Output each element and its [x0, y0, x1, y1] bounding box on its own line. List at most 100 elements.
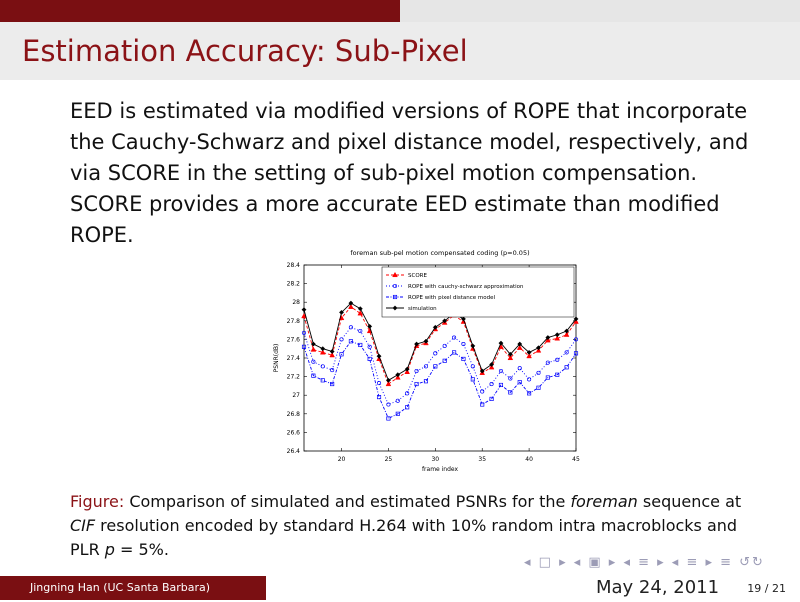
series-1-point — [310, 346, 317, 352]
series-2-point — [452, 335, 457, 340]
series-2-point — [536, 370, 541, 375]
y-tick-label: 28.4 — [287, 262, 301, 269]
series-1-point — [319, 349, 326, 355]
y-tick-label: 27.4 — [287, 355, 301, 362]
x-axis-label: frame index — [422, 466, 459, 473]
series-3-point — [367, 356, 372, 361]
caption-text-4: CIF — [70, 516, 96, 535]
series-2-point — [517, 366, 522, 371]
series-2-point — [330, 368, 335, 373]
series-2-point — [498, 368, 504, 374]
y-tick-label: 28 — [292, 299, 300, 306]
caption-text-3: sequence at — [637, 492, 742, 511]
figure-caption: Figure: Comparison of simulated and esti… — [70, 490, 770, 562]
series-1-point — [507, 354, 514, 361]
series-4-point — [479, 368, 485, 374]
series-2-point — [395, 398, 400, 403]
series-3-point — [489, 396, 494, 401]
y-axis-label: PSNR(dB) — [273, 344, 280, 373]
series-1-point — [516, 344, 523, 350]
series-4-point — [404, 366, 410, 372]
series-3-point — [573, 351, 579, 356]
x-tick-label: 40 — [525, 456, 533, 463]
series-4-point — [507, 351, 513, 357]
series-3-point — [527, 391, 532, 396]
series-1-point — [348, 303, 354, 309]
series-3-point — [433, 364, 438, 369]
series-2-point — [573, 337, 579, 342]
series-4-point — [554, 332, 560, 338]
series-2-point — [508, 376, 513, 381]
y-tick-label: 27.2 — [287, 374, 301, 381]
top-bar-left — [0, 0, 400, 22]
footer-date: May 24, 2011 — [596, 577, 720, 598]
series-2-point — [386, 402, 391, 407]
series-3-point — [320, 378, 325, 383]
beamer-navigation-symbols[interactable]: ◂ □ ▸ ◂ ▣ ▸ ◂ ≡ ▸ ◂ ≡ ▸ ≡ ↺↻ — [524, 555, 765, 570]
footer-bar: Jingning Han (UC Santa Barbara) May 24, … — [0, 576, 800, 600]
series-4-point — [489, 362, 495, 367]
x-tick-label: 35 — [478, 456, 486, 463]
footer-author: Jingning Han (UC Santa Barbara) — [0, 576, 266, 600]
legend-marker-1 — [392, 271, 398, 278]
series-3-point — [301, 344, 307, 349]
series-line-3 — [303, 340, 577, 420]
caption-text-6: p — [104, 540, 115, 559]
series-2-point — [405, 391, 410, 396]
series-4-point — [470, 343, 476, 349]
series-2-point — [545, 360, 550, 365]
series-4-point — [423, 338, 429, 344]
x-tick-label: 25 — [385, 456, 393, 463]
series-3-point — [517, 380, 522, 385]
slide-body-text: EED is estimated via modified versions o… — [70, 99, 749, 247]
series-4-point — [564, 328, 570, 334]
slide-title: Estimation Accuracy: Sub-Pixel — [22, 34, 468, 68]
series-3-point — [480, 402, 485, 407]
series-2-point — [301, 330, 307, 335]
series-3-point — [358, 342, 363, 348]
legend-marker-4 — [392, 305, 398, 311]
series-3-point — [311, 373, 316, 378]
series-2-point — [461, 342, 466, 347]
y-tick-label: 28.2 — [287, 281, 301, 288]
series-1-point — [357, 310, 364, 316]
top-bar — [0, 0, 800, 22]
series-2-point — [564, 350, 569, 355]
x-tick-label: 30 — [431, 456, 439, 463]
caption-text-5: resolution encoded by standard H.264 wit… — [70, 516, 738, 559]
series-3-point — [330, 381, 335, 387]
series-3-point — [386, 416, 391, 421]
series-2-point — [348, 325, 353, 330]
series-1-point — [329, 352, 335, 358]
series-2-point — [311, 359, 316, 364]
series-3-point — [508, 390, 513, 395]
y-tick-label: 26.6 — [287, 429, 301, 436]
footer-page-number: 19 / 21 — [747, 582, 786, 595]
caption-text-2: foreman — [570, 492, 638, 511]
series-4-point — [517, 341, 523, 347]
series-1-point — [526, 353, 532, 359]
series-1-point — [385, 380, 392, 387]
series-4-point — [442, 318, 448, 324]
y-tick-label: 26.4 — [287, 448, 301, 455]
series-3-point — [461, 356, 466, 361]
series-4-point — [357, 306, 363, 312]
series-4-point — [385, 377, 391, 383]
series-4-point — [376, 353, 382, 359]
series-3-point — [339, 352, 344, 357]
series-3-point — [452, 350, 457, 355]
series-2-point — [489, 381, 494, 387]
y-tick-label: 26.8 — [287, 411, 301, 418]
series-4-point — [395, 372, 401, 378]
series-4-point — [329, 349, 335, 354]
series-4-point — [573, 316, 579, 322]
series-3-point — [498, 382, 504, 388]
series-4-point — [460, 316, 466, 322]
series-3-point — [545, 375, 550, 380]
series-3-point — [395, 411, 400, 416]
legend-entry-1: SCORE — [408, 273, 427, 279]
series-line-1 — [303, 306, 577, 385]
series-4-point — [310, 341, 316, 347]
series-2-point — [367, 344, 372, 349]
legend-entry-3: ROPE with pixel distance model — [408, 295, 496, 301]
